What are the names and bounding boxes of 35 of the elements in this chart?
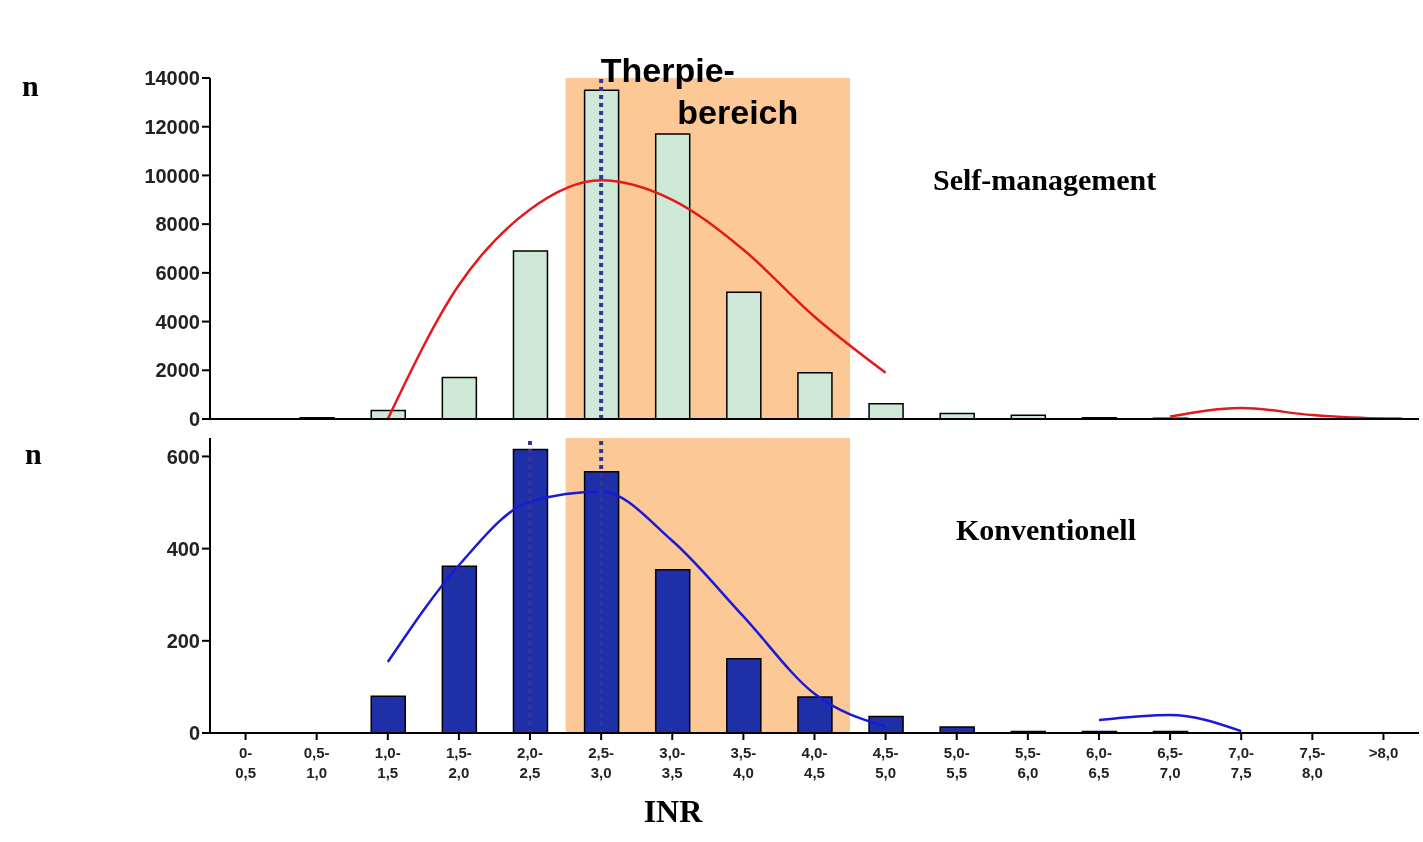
y-tick-label: 200 <box>166 629 200 652</box>
y-tick-label: 0 <box>188 408 200 431</box>
y-tick-label: 6000 <box>155 261 200 284</box>
y-tick-label: 600 <box>166 445 200 468</box>
x-tick-label: 3,5-4,0 <box>730 744 757 781</box>
x-tick-label: 2,0-2,5 <box>517 744 543 781</box>
x-tick-label: 5,5-6,0 <box>1014 744 1041 781</box>
y-tick-label: 0 <box>188 722 200 745</box>
y-tick-label: 8000 <box>155 213 200 236</box>
y-tick-label: 2000 <box>155 359 200 382</box>
y-tick-label: 10000 <box>144 164 200 187</box>
x-tick-label: 1,5-2,0 <box>445 744 472 781</box>
x-tick-label: >8,0 <box>1368 744 1399 761</box>
annotation: Self-management <box>933 163 1157 197</box>
y-tick-label: 400 <box>166 537 200 560</box>
x-tick-label: 2,5-3,0 <box>588 744 615 781</box>
y-axis-title: n <box>22 69 39 103</box>
y-tick-label: 4000 <box>155 310 200 333</box>
y-tick-label: 14000 <box>144 67 200 90</box>
x-tick-label: 1,0-1,5 <box>374 744 401 781</box>
x-tick-label: 6,0-6,5 <box>1086 744 1112 781</box>
x-tick-label: 0-0,5 <box>235 744 256 781</box>
x-axis-title: INR <box>642 793 704 830</box>
x-tick-label: 6,5-7,0 <box>1157 744 1184 781</box>
x-tick-label: 7,5-8,0 <box>1299 744 1326 781</box>
x-tick-label: 4,0-4,5 <box>801 744 828 781</box>
x-tick-label: 3,0-3,5 <box>659 744 686 781</box>
band-label: Therpie- bereich <box>600 51 799 131</box>
x-tick-label: 0,5-1,0 <box>303 744 330 781</box>
x-tick-label: 4,5-5,0 <box>872 744 899 781</box>
annotation: Konventionell <box>956 513 1137 547</box>
y-axis-title: n <box>25 437 42 471</box>
x-tick-label: 7,0-7,5 <box>1228 744 1255 781</box>
x-tick-label: 5,0-5,5 <box>943 744 970 781</box>
y-tick-label: 12000 <box>144 115 200 138</box>
